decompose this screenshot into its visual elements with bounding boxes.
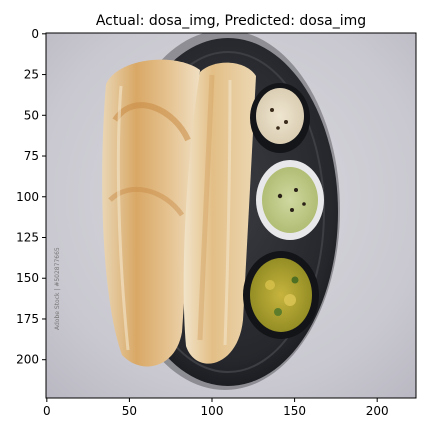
watermark-text: Adobe Stock | #502877665 <box>54 247 61 330</box>
x-tick-label: 150 <box>283 404 306 418</box>
y-tick-label: 150 <box>16 271 39 285</box>
chart-title: Actual: dosa_img, Predicted: dosa_img <box>96 13 366 29</box>
y-tick-label: 0 <box>31 27 39 41</box>
y-tick-label: 175 <box>16 312 39 326</box>
x-tick-label: 50 <box>122 404 137 418</box>
y-axis: 0 25 50 75 100 125 150 175 200 <box>16 27 46 367</box>
x-axis: 0 50 100 150 200 <box>43 398 389 418</box>
y-tick-label: 50 <box>24 108 39 122</box>
photo: Adobe Stock | #502877665 <box>46 33 416 398</box>
x-tick-label: 100 <box>201 404 224 418</box>
x-tick-label: 200 <box>366 404 389 418</box>
y-tick-label: 200 <box>16 353 39 367</box>
y-tick-label: 125 <box>16 230 39 244</box>
x-tick-label: 0 <box>43 404 51 418</box>
axes-frame <box>45 32 417 399</box>
y-tick-label: 25 <box>24 68 39 82</box>
y-tick-label: 100 <box>16 190 39 204</box>
y-tick-label: 75 <box>24 149 39 163</box>
